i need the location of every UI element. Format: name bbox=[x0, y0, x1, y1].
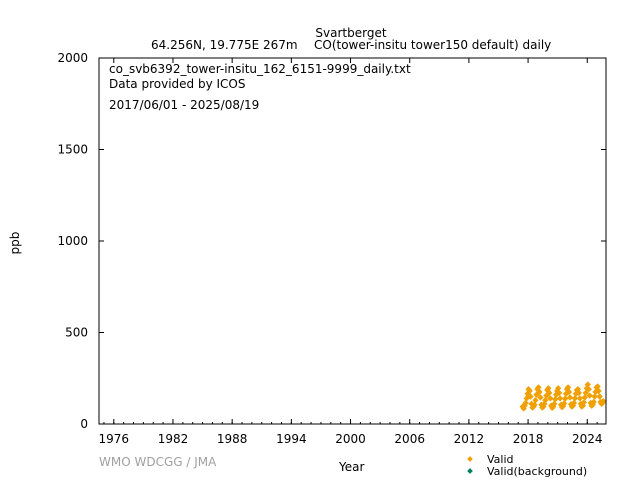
x-tick-label: 2024 bbox=[572, 432, 603, 446]
x-tick-label: 1976 bbox=[99, 432, 130, 446]
x-tick-label: 1982 bbox=[158, 432, 189, 446]
legend-label-valid-background: Valid(background) bbox=[487, 465, 588, 478]
data-point-valid bbox=[527, 393, 534, 400]
chart-station-title: Svartberget bbox=[315, 26, 387, 40]
data-point-valid bbox=[552, 396, 559, 403]
data-point-valid bbox=[526, 387, 533, 395]
data-point-valid bbox=[537, 394, 544, 401]
data-point-valid bbox=[582, 389, 589, 397]
y-tick-label: 1000 bbox=[57, 234, 88, 248]
data-point-valid bbox=[556, 395, 564, 402]
x-tick-label: 1994 bbox=[276, 432, 307, 446]
x-tick-label: 1988 bbox=[217, 432, 248, 446]
data-point-valid bbox=[575, 389, 583, 397]
x-tick-label: 2018 bbox=[513, 432, 544, 446]
data-point-valid bbox=[555, 389, 563, 397]
data-point-valid bbox=[542, 397, 549, 404]
x-tick-label: 2012 bbox=[454, 432, 485, 446]
plot-frame bbox=[98, 57, 607, 425]
y-tick-label: 500 bbox=[65, 326, 88, 340]
data-point-valid bbox=[579, 402, 586, 409]
data-point-valid bbox=[547, 395, 554, 402]
chart-series-description: CO(tower-insitu tower150 default) daily bbox=[314, 38, 552, 52]
data-point-valid bbox=[532, 397, 539, 404]
data-point-valid bbox=[571, 395, 579, 402]
data-point-valid bbox=[580, 399, 587, 406]
x-axis-label: Year bbox=[339, 460, 365, 474]
data-point-valid bbox=[523, 395, 530, 402]
y-axis-label: ppb bbox=[8, 231, 22, 255]
x-tick-label: 2006 bbox=[394, 432, 425, 446]
legend-label-valid: Valid bbox=[487, 453, 514, 466]
data-point-valid bbox=[522, 399, 529, 407]
data-point-valid bbox=[531, 401, 538, 408]
y-tick-label: 1500 bbox=[57, 143, 88, 157]
data-point-valid bbox=[596, 393, 603, 400]
data-point-valid bbox=[546, 389, 553, 397]
data-period: 2017/06/01 - 2025/08/19 bbox=[109, 98, 260, 112]
data-point-valid bbox=[576, 395, 584, 402]
y-tick-label: 0 bbox=[80, 417, 88, 431]
data-provider: Data provided by ICOS bbox=[109, 77, 246, 91]
watermark: WMO WDCGG / JMA bbox=[99, 455, 217, 469]
data-point-valid bbox=[536, 388, 543, 396]
data-point-valid bbox=[570, 399, 578, 407]
data-point-valid bbox=[566, 394, 574, 401]
data-point-valid bbox=[591, 393, 598, 400]
data-filename: co_svb6392_tower-insitu_162_6151-9999_da… bbox=[109, 62, 411, 76]
data-point-valid bbox=[565, 388, 573, 396]
chart-location: 64.256N, 19.775E 267m bbox=[151, 38, 298, 52]
data-point-valid bbox=[551, 400, 558, 408]
data-point-valid bbox=[586, 392, 593, 399]
data-point-valid bbox=[561, 395, 569, 402]
y-tick-label: 2000 bbox=[57, 51, 88, 65]
data-point-valid bbox=[600, 397, 607, 405]
data-point-valid bbox=[585, 386, 592, 393]
data-point-valid bbox=[590, 398, 597, 406]
data-point-valid bbox=[581, 394, 588, 401]
data-point-valid bbox=[595, 387, 602, 395]
x-tick-label: 2000 bbox=[335, 432, 366, 446]
data-point-valid bbox=[560, 400, 568, 407]
